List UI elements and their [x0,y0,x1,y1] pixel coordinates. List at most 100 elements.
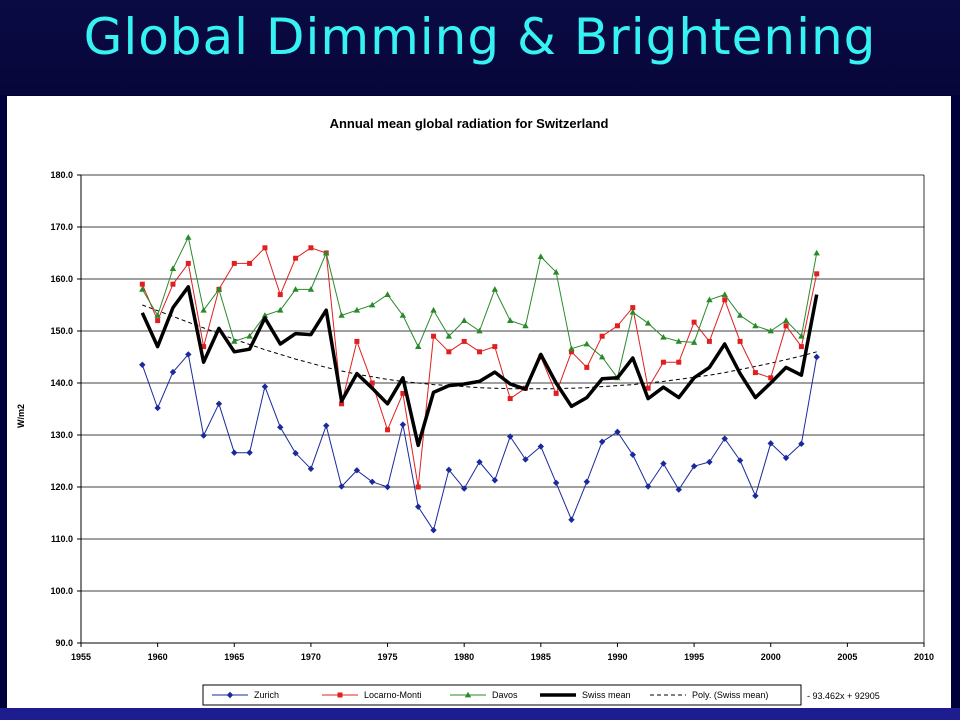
data-point-zurich [384,483,391,491]
data-point-davos [369,301,376,308]
data-point-locarno-monti [231,260,237,266]
data-point-davos [537,253,545,260]
data-point-davos [660,333,667,340]
data-point-davos [583,340,590,347]
legend-marker-zurich [226,691,234,699]
data-point-davos [767,327,774,334]
series-locarno-monti [139,245,820,490]
data-point-zurich [491,477,499,484]
data-point-zurich [798,440,805,448]
data-point-locarno-monti [553,390,559,396]
legend-label-davos: Davos [492,690,518,700]
data-point-davos [185,234,192,240]
data-point-zurich [154,404,161,412]
legend-item-zurich: Zurich [212,690,279,700]
data-point-zurich [169,368,177,376]
data-point-davos [690,339,698,345]
y-tick-label: 170.0 [50,222,73,232]
y-tick-label: 180.0 [50,170,73,180]
data-point-zurich [460,485,468,492]
data-point-zurich [185,351,192,358]
x-tick-label: 2010 [914,652,934,662]
data-point-davos [629,308,636,315]
data-point-davos [552,268,560,275]
series-line-swiss-mean [140,285,819,448]
data-point-locarno-monti [630,305,636,311]
data-point-davos [415,343,422,349]
data-point-davos [277,306,284,313]
x-tick-label: 1990 [607,652,627,662]
x-tick-label: 2005 [837,652,857,662]
data-point-davos [399,312,407,318]
y-tick-label: 100.0 [50,586,73,596]
data-point-zurich [660,460,667,467]
data-point-davos [323,249,330,256]
data-point-davos [598,353,606,360]
legend-item-davos: Davos [450,690,518,700]
series-layer [139,234,820,534]
data-point-davos [752,322,759,329]
chart-panel: Annual mean global radiation for Switzer… [7,96,951,708]
data-point-locarno-monti [660,359,666,365]
y-axis-label: W/m2 [16,404,26,428]
data-point-davos [813,249,820,256]
data-point-zurich [506,433,514,440]
y-tick-label: 130.0 [50,430,73,440]
x-tick-label: 1960 [148,652,168,662]
data-point-zurich [522,456,529,463]
x-tick-label: 2000 [761,652,781,662]
data-point-locarno-monti [737,338,743,344]
data-point-locarno-monti [676,359,682,365]
data-point-davos [568,345,575,352]
y-tick-label: 110.0 [51,534,73,544]
data-point-locarno-monti [293,255,299,261]
data-point-zurich [537,443,545,450]
data-point-davos [292,286,299,292]
data-point-davos [338,312,345,318]
series-davos [139,234,820,381]
data-point-zurich [231,449,238,456]
data-point-locarno-monti [507,396,513,402]
data-point-locarno-monti [185,260,191,266]
data-point-zurich [476,458,483,466]
legend-label-poly-swiss-mean: Poly. (Swiss mean) [692,690,768,700]
x-tick-label: 1980 [454,652,474,662]
data-point-zurich [629,451,636,458]
data-point-davos [307,286,315,292]
y-tick-label: 160.0 [50,274,73,284]
data-point-locarno-monti [783,323,789,329]
data-point-zurich [614,428,621,436]
data-point-zurich [813,353,820,361]
data-point-davos [139,286,146,292]
chart-title: Annual mean global radiation for Switzer… [330,116,609,131]
data-point-zurich [568,516,575,523]
data-point-locarno-monti [798,344,804,350]
data-point-davos [430,306,437,313]
radiation-chart: Annual mean global radiation for Switzer… [16,116,934,706]
data-point-locarno-monti [139,281,145,287]
data-point-locarno-monti [431,333,437,339]
x-tick-label: 1975 [378,652,398,662]
data-point-locarno-monti [262,245,268,251]
data-point-zurich [552,479,560,487]
data-point-zurich [721,435,728,442]
data-point-zurich [261,383,269,390]
data-point-davos [476,327,483,334]
data-point-davos [353,306,361,313]
data-point-zurich [690,463,698,470]
data-point-locarno-monti [446,349,452,355]
data-point-davos [231,338,238,344]
data-point-zurich [215,400,223,407]
trendline-equation: - 93.462x + 92905 [807,691,880,701]
data-point-davos [798,332,805,339]
bottom-bar [0,708,960,720]
data-point-zurich [200,432,207,439]
x-tick-label: 1970 [301,652,321,662]
slide-title: Global Dimming & Brightening [83,8,877,66]
data-point-locarno-monti [354,338,360,344]
data-point-davos [675,338,682,344]
data-point-zurich [767,440,774,447]
data-point-davos [460,317,468,323]
slide-header [0,0,960,95]
data-point-zurich [246,449,253,456]
